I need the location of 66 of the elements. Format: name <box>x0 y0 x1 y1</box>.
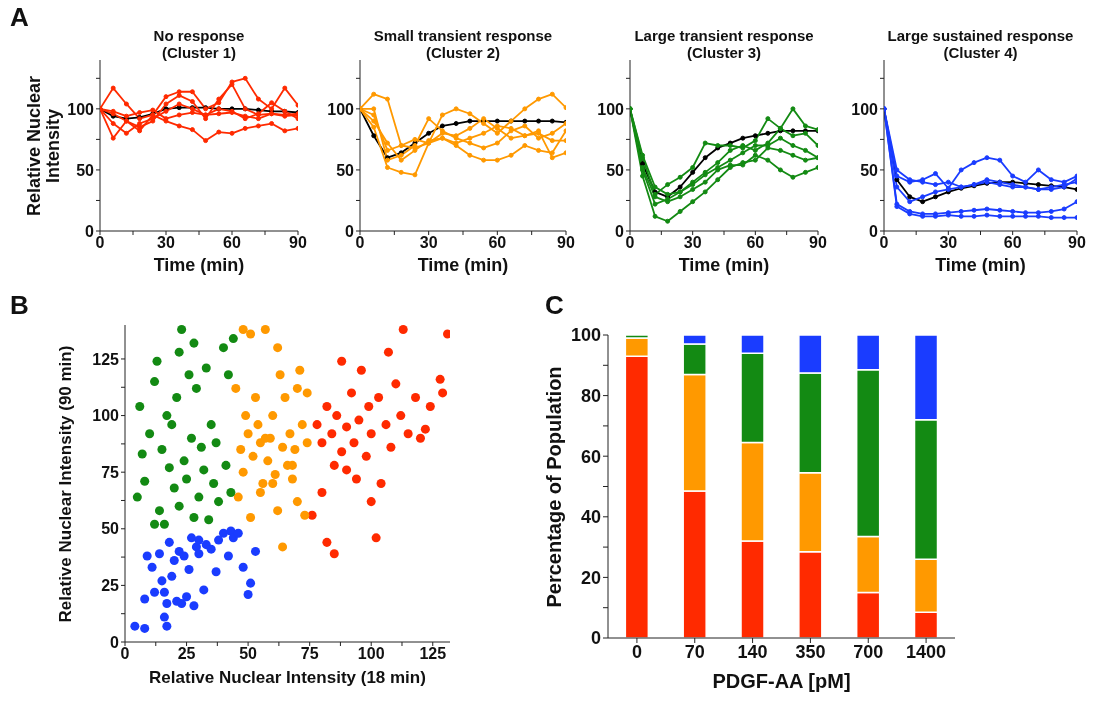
y-tick-label: 60 <box>580 446 601 467</box>
chart-subtitle: (Cluster 4) <box>942 43 1018 62</box>
y-axis-title: Percentage of Population <box>542 365 565 608</box>
y-tick-label: 50 <box>606 161 625 179</box>
chart-title: No response <box>152 27 246 45</box>
chart-subtitle: (Cluster 1) <box>160 43 237 62</box>
y-tick-label: 100 <box>851 100 879 118</box>
x-tick-label: 100 <box>357 645 385 663</box>
x-tick-label: 350 <box>795 641 826 662</box>
chart-subtitle: (Cluster 3) <box>685 43 762 62</box>
x-tick-label: 60 <box>488 234 507 252</box>
x-tick-label: 30 <box>419 234 438 252</box>
y-tick-label: 50 <box>76 161 95 179</box>
y-tick-label: 0 <box>85 222 95 240</box>
x-tick-label: 70 <box>684 641 705 662</box>
y-tick-label: 80 <box>580 385 601 406</box>
x-tick-label: 30 <box>939 234 958 252</box>
chart-subtitle: (Cluster 2) <box>424 43 501 62</box>
y-tick-label: 100 <box>92 407 120 425</box>
x-tick-label: 700 <box>853 641 884 662</box>
text: A <box>10 2 29 33</box>
x-tick-label: 60 <box>746 234 765 252</box>
y-tick-label: 100 <box>67 100 95 118</box>
y-tick-label: 125 <box>92 350 120 368</box>
x-tick-label: 60 <box>1003 234 1022 252</box>
y-axis-title: Relative Nuclear Intensity <box>24 74 63 218</box>
y-tick-label: 0 <box>615 222 625 240</box>
x-tick-label: 140 <box>737 641 768 662</box>
y-tick-label: 0 <box>869 222 879 240</box>
x-tick-label: 60 <box>223 234 241 252</box>
y-tick-label: 0 <box>590 628 601 649</box>
x-tick-label: 90 <box>1068 234 1086 252</box>
x-tick-label: 90 <box>809 234 827 252</box>
y-tick-label: 100 <box>327 100 355 118</box>
y-axis-title: Relative Nuclear Intensity (90 min) <box>56 344 76 624</box>
y-tick-label: 75 <box>101 463 120 481</box>
chart-title: Small transient response <box>372 27 554 45</box>
x-tick-label: 1400 <box>906 641 947 662</box>
y-tick-label: 20 <box>580 567 601 588</box>
y-tick-label: 50 <box>336 161 355 179</box>
chart-title: Large transient response <box>633 27 815 45</box>
x-tick-label: 75 <box>300 645 319 663</box>
text: C <box>545 290 564 321</box>
x-axis-title: Time (min) <box>677 255 771 276</box>
y-tick-label: 100 <box>570 325 601 346</box>
x-axis-title: PDGF-AA [pM] <box>711 670 852 693</box>
y-tick-label: 40 <box>580 507 601 528</box>
x-tick-label: 90 <box>557 234 575 252</box>
x-tick-label: 125 <box>419 645 447 663</box>
x-axis-title: Time (min) <box>152 255 246 276</box>
x-tick-label: 0 <box>631 641 642 662</box>
x-tick-label: 50 <box>239 645 258 663</box>
y-tick-label: 0 <box>345 222 355 240</box>
x-axis-title: Time (min) <box>416 255 510 276</box>
x-tick-label: 30 <box>683 234 702 252</box>
y-tick-label: 25 <box>101 577 120 595</box>
x-tick-label: 30 <box>157 234 175 252</box>
x-axis-title: Time (min) <box>934 255 1027 276</box>
chart-title: Large sustained response <box>886 27 1075 45</box>
text: B <box>10 290 29 321</box>
x-axis-title: Relative Nuclear Intensity (18 min) <box>148 668 427 688</box>
y-tick-label: 100 <box>597 100 625 118</box>
y-tick-label: 50 <box>101 520 120 538</box>
y-tick-label: 50 <box>860 161 879 179</box>
x-tick-label: 25 <box>177 645 196 663</box>
x-tick-label: 90 <box>289 234 307 252</box>
